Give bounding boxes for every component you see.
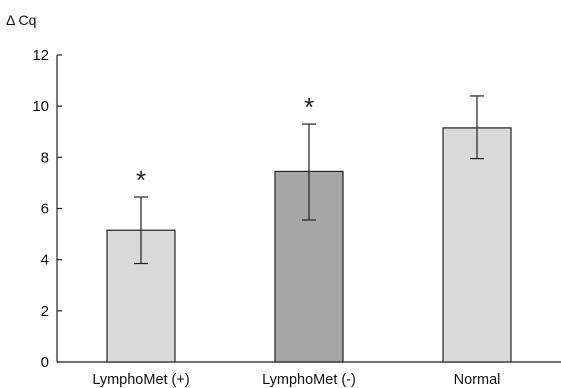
y-tick-label-12: 12 — [32, 47, 49, 64]
bar-2 — [442, 127, 512, 363]
significance-marks: ** — [136, 92, 314, 195]
significance-star-1: * — [304, 92, 314, 122]
category-label-0: LymphoMet (+) — [92, 372, 189, 388]
y-tick-label-2: 2 — [41, 303, 49, 320]
y-tick-label-10: 10 — [32, 98, 49, 115]
y-tick-label-8: 8 — [41, 149, 49, 166]
y-tick-label-6: 6 — [41, 201, 49, 218]
error-bars-group — [134, 95, 484, 265]
category-label-2: Normal — [454, 372, 501, 388]
category-labels: LymphoMet (+) LymphoMet (-) Normal — [92, 372, 500, 388]
significance-star-0: * — [136, 165, 146, 195]
y-axis: 0 2 4 6 8 10 12 — [32, 47, 62, 371]
y-tick-label-4: 4 — [41, 252, 49, 269]
y-axis-title: Δ Cq — [6, 12, 36, 28]
y-tick-label-0: 0 — [41, 354, 49, 371]
category-label-1: LymphoMet (-) — [262, 372, 356, 388]
